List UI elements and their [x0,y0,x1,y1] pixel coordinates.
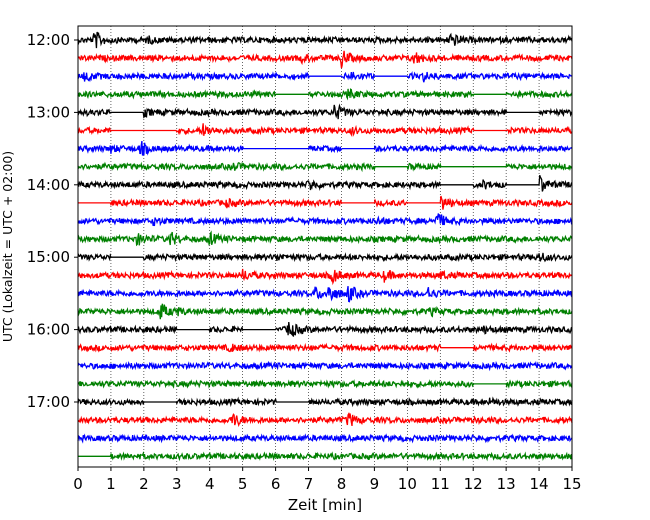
seismogram-trace [78,195,573,210]
seismogram-trace [77,161,573,173]
x-tick-label: 15 [562,475,581,493]
seismogram-trace [77,88,573,101]
x-tick-label: 4 [205,475,215,493]
seismogram-trace [77,286,573,303]
seismogram-trace [77,103,573,120]
trace-layer [77,31,573,462]
seismogram-trace [77,213,573,227]
x-tick-label: 2 [139,475,149,493]
x-axis-ticks: 0 1 2 3 4 5 6 7 8 9 10 11 12 13 14 15 [73,467,582,493]
x-tick-label: 0 [73,475,83,493]
y-tick-label: 12:00 [27,31,70,49]
seismogram-trace [77,321,573,337]
x-tick-label: 3 [172,475,182,493]
x-tick-label: 5 [238,475,248,493]
seismogram-trace [77,174,573,192]
x-tick-label: 6 [271,475,281,493]
seismogram-trace [77,378,573,390]
x-tick-label: 14 [530,475,549,493]
y-tick-label: 16:00 [27,321,70,339]
y-tick-label: 17:00 [27,393,70,411]
x-tick-label: 11 [431,475,450,493]
y-tick-label: 13:00 [27,103,70,121]
seismogram-trace [77,268,573,286]
y-axis-ticks: 12:00 13:00 14:00 15:00 16:00 17:00 [27,31,78,411]
x-axis-label: Zeit [min] [288,496,362,514]
plot-frame [77,25,573,468]
y-tick-label: 15:00 [27,248,70,266]
seismogram-trace [77,396,573,408]
x-tick-label: 13 [497,475,516,493]
x-tick-label: 10 [398,475,417,493]
x-tick-label: 9 [370,475,380,493]
x-tick-label: 12 [464,475,483,493]
seismogram-trace [77,433,573,444]
x-tick-label: 7 [304,475,314,493]
seismogram-trace [77,230,573,247]
seismogram-trace [77,342,573,353]
y-tick-label: 14:00 [27,176,70,194]
seismogram-trace [77,31,573,49]
seismogram-trace [77,412,573,428]
seismogram-trace [77,252,573,263]
seismogram-trace [77,140,573,156]
seismogram-trace [77,50,573,69]
x-tick-label: 1 [106,475,116,493]
seismogram-trace [77,303,573,320]
x-tick-label: 8 [337,475,347,493]
y-axis-label: UTC (Lokalzeit = UTC + 02:00) [0,151,15,342]
seismogram-trace [77,70,573,83]
seismogram-trace [77,360,573,372]
seismogram-trace [78,451,573,462]
seismogram-trace [77,123,573,137]
